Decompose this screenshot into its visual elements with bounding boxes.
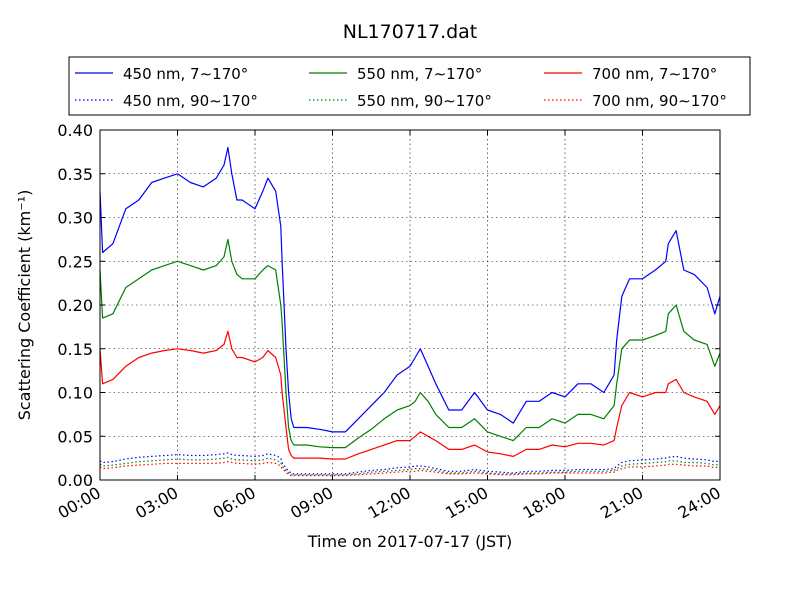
- x-axis-label: Time on 2017-07-17 (JST): [307, 532, 512, 551]
- series-line-4: [99, 330, 721, 460]
- y-tick-label: 0.40: [57, 121, 93, 140]
- x-tick-label: 15:00: [442, 483, 491, 523]
- x-tick-label: 18:00: [520, 483, 569, 523]
- x-tick-label: 12:00: [365, 483, 414, 523]
- x-tick-label: 21:00: [597, 483, 646, 523]
- series-line-0: [99, 146, 721, 433]
- x-tick-label: 06:00: [210, 483, 259, 523]
- grid: [100, 130, 720, 480]
- legend-label-1: 450 nm, 90∼170°: [123, 92, 258, 110]
- y-tick-label: 0.35: [57, 165, 93, 184]
- x-tick-label: 09:00: [287, 483, 336, 523]
- y-axis-label: Scattering Coefficient (km⁻¹): [15, 190, 34, 421]
- y-tick-label: 0.15: [57, 340, 93, 359]
- series-line-1: [99, 452, 721, 475]
- y-tick-label: 0.30: [57, 209, 93, 228]
- y-tick-label: 0.00: [57, 471, 93, 490]
- x-tick-label: 03:00: [132, 483, 181, 523]
- y-tick-label: 0.10: [57, 384, 93, 403]
- legend-frame: [68, 56, 751, 116]
- chart-title: NL170717.dat: [343, 21, 478, 43]
- legend-label-2: 550 nm, 7∼170°: [357, 65, 482, 83]
- legend-label-3: 550 nm, 90∼170°: [357, 92, 492, 110]
- series-line-2: [99, 238, 721, 449]
- legend-label-5: 700 nm, 90∼170°: [592, 92, 727, 110]
- y-tick-label: 0.20: [57, 296, 93, 315]
- legend-label-0: 450 nm, 7∼170°: [123, 65, 248, 83]
- series-line-3: [99, 456, 721, 476]
- y-tick-label: 0.25: [57, 252, 93, 271]
- legend-label-4: 700 nm, 7∼170°: [592, 65, 717, 83]
- y-tick-label: 0.05: [57, 427, 93, 446]
- plot-area: [99, 146, 721, 477]
- x-tick-label: 24:00: [675, 483, 724, 523]
- series-line-5: [99, 461, 721, 477]
- legend: 450 nm, 7∼170° 450 nm, 90∼170° 550 nm, 7∼1…: [68, 56, 751, 116]
